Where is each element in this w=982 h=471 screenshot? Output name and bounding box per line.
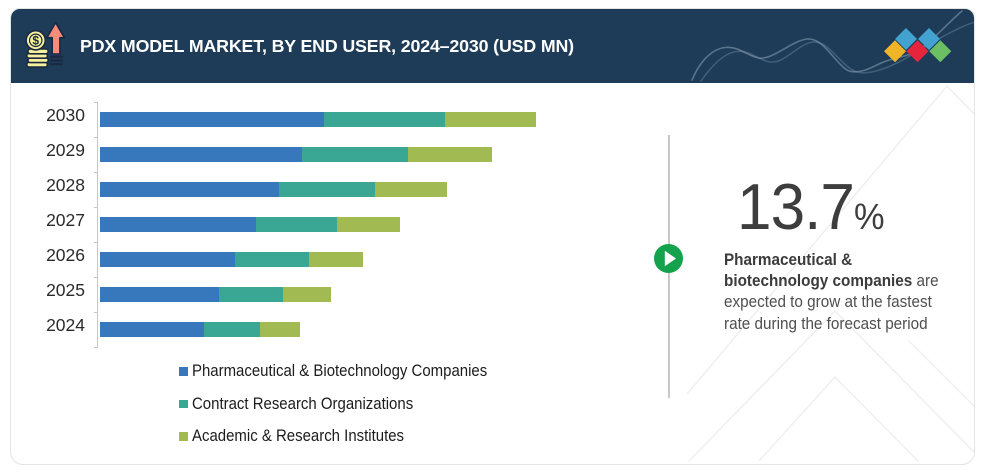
svg-text:$: $ <box>32 34 39 48</box>
